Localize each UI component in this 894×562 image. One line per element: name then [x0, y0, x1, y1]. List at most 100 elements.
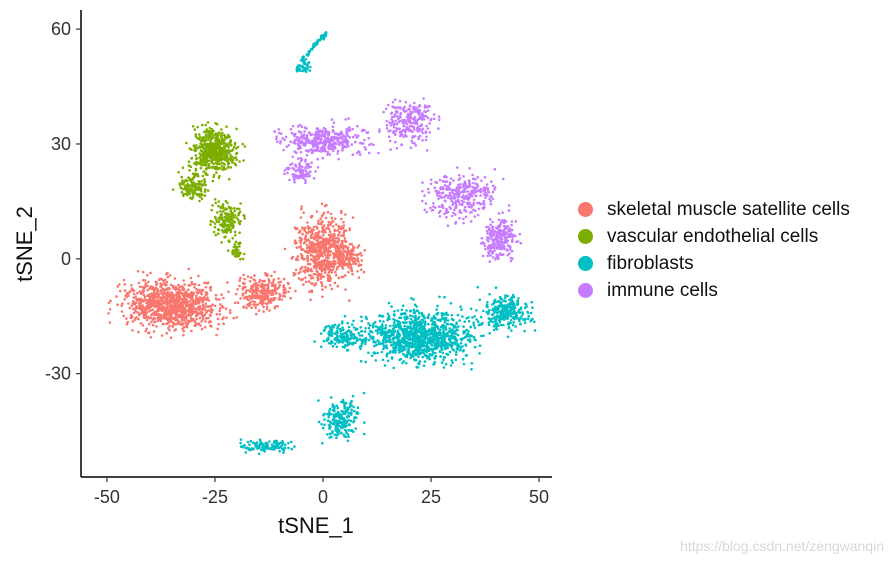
point-skeletal — [201, 299, 205, 303]
point-vascular — [238, 245, 241, 248]
point-skeletal — [232, 316, 236, 320]
point-fibroblasts — [351, 323, 354, 326]
point-fibroblasts — [386, 359, 390, 363]
point-skeletal — [266, 289, 269, 292]
point-skeletal — [314, 283, 317, 286]
point-skeletal — [298, 239, 302, 243]
point-skeletal — [293, 226, 297, 229]
point-skeletal — [329, 250, 333, 253]
point-vascular — [178, 182, 182, 185]
point-skeletal — [201, 314, 204, 318]
point-fibroblasts — [248, 443, 251, 447]
point-vascular — [200, 183, 203, 186]
point-fibroblasts — [409, 317, 413, 321]
point-vascular — [235, 127, 238, 131]
point-skeletal — [183, 319, 186, 322]
point-vascular — [203, 194, 207, 197]
point-skeletal — [320, 269, 324, 273]
point-skeletal — [169, 283, 173, 287]
point-skeletal — [115, 295, 118, 298]
point-immune — [300, 125, 304, 129]
point-fibroblasts — [270, 443, 274, 446]
point-skeletal — [150, 320, 153, 324]
point-vascular — [196, 186, 200, 189]
point-skeletal — [180, 318, 184, 322]
point-skeletal — [109, 299, 112, 303]
point-vascular — [199, 160, 202, 164]
point-fibroblasts — [326, 433, 329, 436]
point-fibroblasts — [400, 308, 404, 312]
point-immune — [281, 137, 285, 140]
point-skeletal — [332, 238, 335, 241]
point-skeletal — [357, 244, 361, 247]
point-fibroblasts — [501, 311, 504, 315]
point-fibroblasts — [442, 358, 445, 362]
point-vascular — [215, 139, 219, 142]
point-skeletal — [328, 275, 331, 279]
point-skeletal — [168, 324, 171, 328]
point-fibroblasts — [354, 427, 358, 430]
point-skeletal — [329, 235, 333, 239]
point-skeletal — [299, 278, 303, 282]
point-skeletal — [349, 253, 352, 257]
point-skeletal — [318, 230, 321, 234]
point-fibroblasts — [486, 305, 489, 309]
point-fibroblasts — [498, 316, 501, 320]
point-vascular — [210, 129, 213, 132]
point-fibroblasts — [374, 325, 378, 328]
point-skeletal — [203, 326, 207, 329]
point-fibroblasts — [422, 316, 426, 319]
point-skeletal — [190, 329, 193, 333]
point-skeletal — [235, 316, 238, 319]
point-fibroblasts — [425, 354, 429, 357]
point-skeletal — [122, 278, 126, 282]
point-fibroblasts — [346, 433, 350, 436]
point-vascular — [228, 150, 231, 153]
point-immune — [297, 142, 300, 145]
point-skeletal — [290, 257, 294, 260]
point-skeletal — [236, 288, 239, 291]
point-vascular — [200, 197, 204, 200]
point-fibroblasts — [472, 321, 475, 325]
point-skeletal — [334, 223, 338, 226]
point-fibroblasts — [363, 432, 366, 436]
point-fibroblasts — [414, 349, 417, 352]
point-skeletal — [299, 270, 302, 274]
point-skeletal — [351, 216, 355, 219]
point-vascular — [200, 180, 203, 183]
point-fibroblasts — [344, 419, 348, 422]
point-fibroblasts — [290, 447, 294, 451]
point-skeletal — [337, 234, 340, 237]
point-vascular — [204, 173, 208, 176]
point-vascular — [220, 229, 224, 232]
point-fibroblasts — [378, 319, 382, 323]
point-skeletal — [152, 289, 156, 292]
point-skeletal — [107, 312, 110, 315]
point-skeletal — [342, 255, 346, 258]
point-fibroblasts — [488, 292, 491, 296]
point-fibroblasts — [406, 344, 410, 348]
point-vascular — [212, 230, 216, 234]
point-skeletal — [195, 322, 199, 326]
point-fibroblasts — [352, 430, 355, 434]
point-fibroblasts — [443, 320, 447, 324]
point-skeletal — [159, 319, 162, 323]
point-skeletal — [188, 294, 192, 298]
point-skeletal — [342, 233, 345, 236]
point-skeletal — [274, 287, 278, 290]
point-fibroblasts — [297, 64, 300, 67]
point-fibroblasts — [416, 324, 420, 327]
point-skeletal — [330, 216, 334, 220]
point-fibroblasts — [418, 360, 422, 363]
point-fibroblasts — [432, 336, 436, 340]
point-skeletal — [150, 285, 154, 289]
point-immune — [296, 139, 300, 142]
point-fibroblasts — [316, 39, 320, 42]
point-vascular — [196, 146, 199, 150]
point-skeletal — [138, 303, 141, 307]
point-fibroblasts — [464, 354, 468, 357]
point-skeletal — [249, 295, 253, 299]
point-immune — [305, 153, 309, 157]
point-fibroblasts — [411, 315, 415, 318]
point-skeletal — [149, 271, 152, 275]
